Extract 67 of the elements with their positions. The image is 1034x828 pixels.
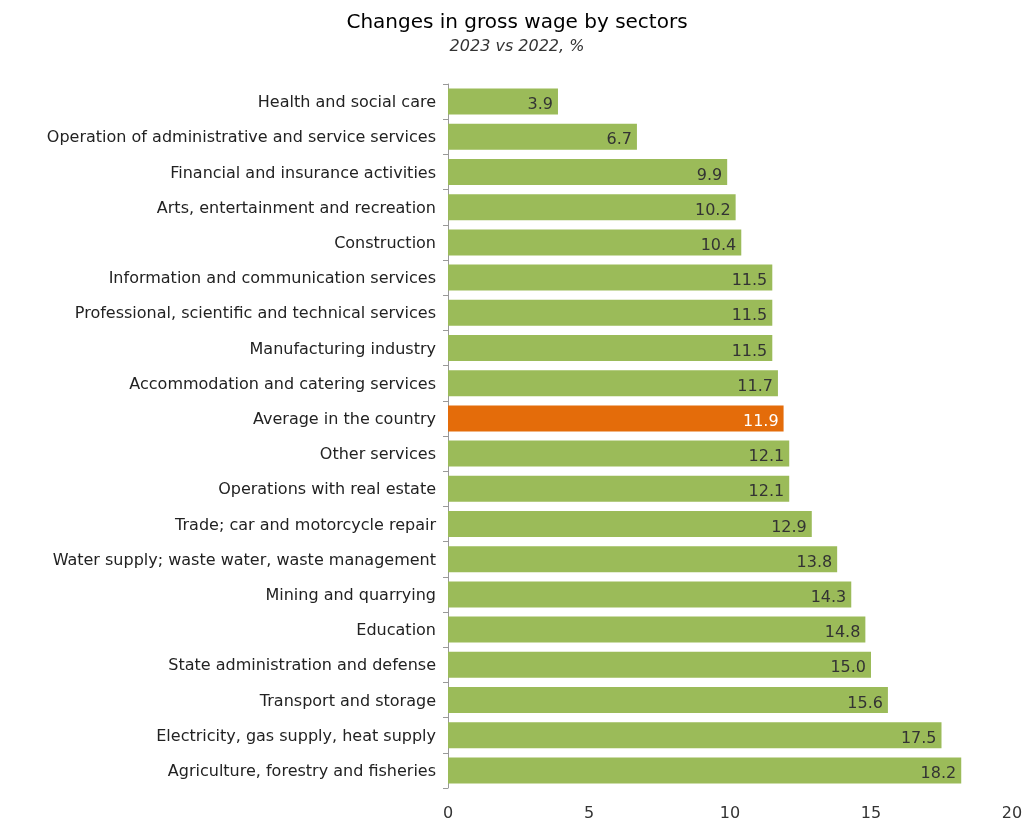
y-tick-label: Construction [334, 232, 436, 252]
chart-subtitle: 2023 vs 2022, % [449, 35, 585, 55]
bar [448, 722, 942, 749]
chart-title: Changes in gross wage by sectors [346, 9, 688, 33]
data-label: 17.5 [900, 727, 937, 747]
data-label: 11.9 [742, 410, 779, 430]
bar [448, 229, 742, 256]
y-tick-label: Average in the country [253, 408, 436, 428]
data-label: 6.7 [606, 129, 632, 149]
y-tick-label: Operations with real estate [218, 479, 436, 499]
y-tick-label: Water supply; waste water, waste management [52, 549, 436, 569]
y-tick-label: Arts, entertainment and recreation [156, 197, 436, 217]
data-label: 10.4 [700, 234, 737, 254]
data-label: 3.9 [527, 94, 553, 114]
bar [448, 299, 773, 326]
data-label: 12.1 [748, 446, 785, 466]
y-tick-label: Manufacturing industry [249, 338, 436, 358]
data-label: 12.9 [771, 516, 807, 536]
x-tick-label: 15 [860, 802, 882, 822]
data-label: 14.3 [810, 586, 847, 606]
data-label: 18.2 [920, 762, 957, 782]
data-label: 12.1 [748, 481, 785, 501]
data-label: 9.9 [696, 164, 723, 184]
y-tick-label: Transport and storage [258, 690, 436, 710]
bar [448, 370, 778, 397]
bar [448, 123, 637, 150]
y-tick-label: Other services [319, 444, 436, 464]
bar [448, 194, 736, 221]
data-label: 11.5 [731, 270, 768, 290]
bar [448, 510, 812, 538]
y-tick-label: Education [356, 620, 436, 640]
y-tick-label: Agriculture, forestry and fisheries [167, 760, 436, 780]
y-tick-label: Professional, scientific and technical services [74, 303, 436, 323]
y-tick-label: Health and social care [257, 92, 436, 112]
data-label: 14.8 [824, 622, 861, 642]
y-tick-label: State administration and defense [168, 655, 436, 675]
y-tick-label: Information and communication services [108, 268, 436, 288]
bar [448, 475, 790, 502]
bar [448, 264, 773, 291]
bar [448, 757, 962, 784]
y-tick-label: Trade; car and motorcycle repair [174, 514, 437, 534]
bar [448, 546, 838, 573]
y-tick-label: Financial and insurance activities [170, 162, 436, 182]
x-tick-label: 0 [442, 802, 454, 822]
bar [448, 616, 866, 643]
x-tick-label: 5 [583, 802, 595, 822]
bar [448, 88, 558, 115]
data-label: 11.5 [731, 340, 768, 360]
bar [448, 581, 852, 608]
data-label: 15.6 [847, 692, 883, 712]
data-label: 11.7 [737, 375, 773, 395]
y-tick-label: Operation of administrative and service services [46, 127, 436, 147]
x-tick-label: 20 [1001, 802, 1023, 822]
data-label: 11.5 [731, 305, 768, 325]
bar [448, 651, 871, 678]
data-label: 13.8 [796, 551, 833, 571]
y-tick-label: Accommodation and catering services [129, 373, 436, 393]
bar [448, 334, 773, 362]
x-tick-label: 10 [719, 802, 741, 822]
y-tick-label: Mining and quarrying [265, 584, 436, 604]
bar [448, 440, 790, 467]
bar [448, 686, 888, 714]
data-label: 15.0 [830, 657, 866, 677]
bar [448, 405, 784, 432]
data-label: 10.2 [695, 199, 731, 219]
y-tick-label: Electricity, gas supply, heat supply [156, 725, 436, 745]
bar [448, 158, 728, 186]
